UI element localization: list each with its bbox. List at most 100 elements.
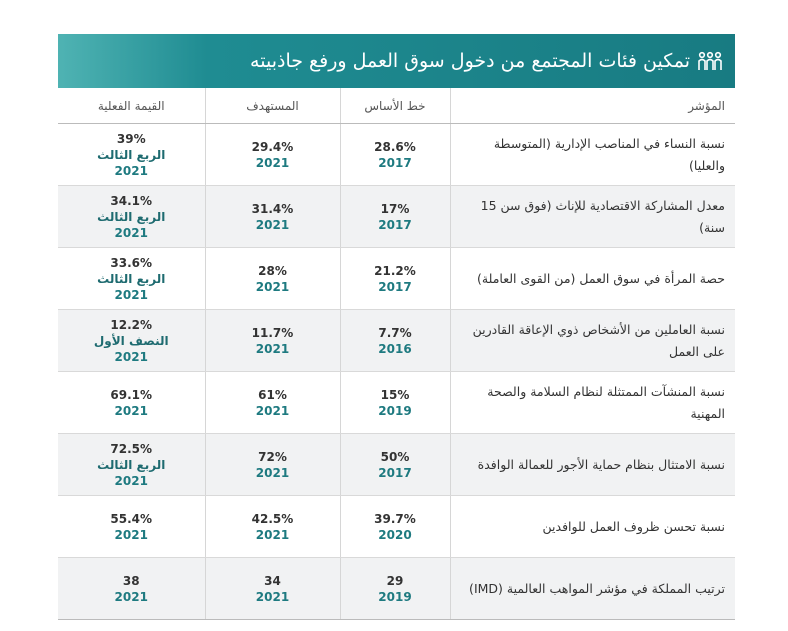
period: الربع الثالث (97, 271, 166, 286)
actual-cell: 69.1% 2021 (58, 371, 205, 434)
table-card: تمكين فئات المجتمع من دخول سوق العمل ورف… (58, 34, 735, 620)
table-row: نسبة العاملين من الأشخاص ذوي الإعاقة الق… (58, 309, 735, 372)
value: 55.4% (110, 511, 153, 526)
value: 72% (258, 449, 287, 464)
header-row: المؤشر خط الأساس المستهدف القيمة الفعلية (58, 88, 735, 124)
target-cell: 61% 2021 (204, 371, 340, 434)
title: تمكين فئات المجتمع من دخول سوق العمل ورف… (250, 50, 690, 72)
year: 2021 (255, 465, 290, 480)
indicator-cell: ترتيب المملكة في مؤشر المواهب العالمية (… (449, 557, 735, 620)
year: 2020 (378, 527, 412, 542)
value: 34.1% (110, 193, 153, 208)
column-header: خط الأساس (339, 88, 450, 124)
year: 2021 (255, 279, 290, 294)
year: 2016 (378, 341, 412, 356)
baseline-cell: 39.7% 2020 (339, 495, 450, 558)
value: 38 (122, 573, 140, 588)
value: 11.7% (251, 325, 294, 340)
year: 2021 (114, 403, 148, 418)
value: 31.4% (251, 201, 294, 216)
column-header: المؤشر (449, 88, 735, 124)
value: 29.4% (251, 139, 294, 154)
baseline-cell: 29 2019 (339, 557, 450, 620)
value: 39.7% (374, 511, 416, 526)
value: 61% (258, 387, 287, 402)
target-cell: 42.5% 2021 (204, 495, 340, 558)
value: 39% (116, 131, 146, 146)
year: 2021 (114, 225, 148, 240)
actual-cell: 38 2021 (58, 557, 205, 620)
table-row: نسبة تحسن ظروف العمل للوافدين 39.7% 2020 42… (58, 495, 735, 558)
year: 2021 (114, 163, 148, 178)
indicator-cell: نسبة الامتثال بنظام حماية الأجور للعمالة… (449, 433, 735, 496)
year: 2017 (378, 279, 412, 294)
actual-cell: 34.1% الربع الثالث 2021 (58, 185, 205, 248)
indicator-cell: حصة المرأة في سوق العمل (من القوى العامل… (449, 247, 735, 310)
table-body: نسبة النساء في المناصب الإدارية (المتوسط… (58, 123, 735, 620)
column-header: المستهدف (204, 88, 340, 124)
period: الربع الثالث (97, 209, 166, 224)
table-row: نسبة المنشآت الممتثلة لنظام السلامة والص… (58, 371, 735, 434)
indicator-cell: نسبة النساء في المناصب الإدارية (المتوسط… (449, 123, 735, 186)
year: 2017 (378, 217, 412, 232)
year: 2021 (255, 589, 290, 604)
target-cell: 34 2021 (204, 557, 340, 620)
value: 12.2% (110, 317, 153, 332)
year: 2021 (255, 403, 290, 418)
banner: تمكين فئات المجتمع من دخول سوق العمل ورف… (58, 34, 735, 88)
value: 69.1% (110, 387, 153, 402)
table: المؤشر خط الأساس المستهدف القيمة الفعلية نس… (58, 88, 735, 620)
period: الربع الثالث (97, 147, 166, 162)
year: 2019 (378, 589, 412, 604)
value: 28% (258, 263, 287, 278)
indicator-cell: معدل المشاركة الاقتصادية للإناث (فوق سن … (449, 185, 735, 248)
year: 2021 (114, 349, 148, 364)
year: 2021 (114, 527, 148, 542)
value: 72.5% (110, 441, 153, 456)
year: 2021 (255, 217, 290, 232)
actual-cell: 39% الربع الثالث 2021 (58, 123, 205, 186)
year: 2021 (114, 473, 148, 488)
target-cell: 29.4% 2021 (204, 123, 340, 186)
year: 2019 (378, 403, 412, 418)
period: النصف الأول (93, 333, 169, 348)
table-row: حصة المرأة في سوق العمل (من القوى العامل… (58, 247, 735, 310)
year: 2021 (255, 527, 290, 542)
actual-cell: 55.4% 2021 (58, 495, 205, 558)
value: 15% (380, 387, 410, 402)
baseline-cell: 21.2% 2017 (339, 247, 450, 310)
table-row: معدل المشاركة الاقتصادية للإناث (فوق سن … (58, 185, 735, 248)
value: 42.5% (251, 511, 294, 526)
year: 2021 (114, 589, 148, 604)
target-cell: 31.4% 2021 (204, 185, 340, 248)
year: 2021 (255, 341, 290, 356)
baseline-cell: 28.6% 2017 (339, 123, 450, 186)
target-cell: 72% 2021 (204, 433, 340, 496)
year: 2017 (378, 155, 412, 170)
target-cell: 28% 2021 (204, 247, 340, 310)
actual-cell: 72.5% الربع الثالث 2021 (58, 433, 205, 496)
table-row: نسبة النساء في المناصب الإدارية (المتوسط… (58, 123, 735, 186)
period: الربع الثالث (97, 457, 166, 472)
actual-cell: 12.2% النصف الأول 2021 (58, 309, 205, 372)
value: 21.2% (374, 263, 416, 278)
value: 33.6% (110, 255, 153, 270)
baseline-cell: 7.7% 2016 (339, 309, 450, 372)
target-cell: 11.7% 2021 (204, 309, 340, 372)
baseline-cell: 15% 2019 (339, 371, 450, 434)
value: 29 (386, 573, 404, 588)
table-head: المؤشر خط الأساس المستهدف القيمة الفعلية (58, 88, 735, 124)
table-row: ترتيب المملكة في مؤشر المواهب العالمية (… (58, 557, 735, 620)
year: 2021 (255, 155, 290, 170)
value: 34 (264, 573, 281, 588)
value: 50% (380, 449, 410, 464)
column-header: القيمة الفعلية (58, 88, 205, 124)
indicator-cell: نسبة العاملين من الأشخاص ذوي الإعاقة الق… (449, 309, 735, 372)
actual-cell: 33.6% الربع الثالث 2021 (58, 247, 205, 310)
table-row: نسبة الامتثال بنظام حماية الأجور للعمالة… (58, 433, 735, 496)
indicator-cell: نسبة المنشآت الممتثلة لنظام السلامة والص… (449, 371, 735, 434)
value: 17% (380, 201, 410, 216)
people-icon (698, 51, 722, 70)
year: 2017 (378, 465, 412, 480)
